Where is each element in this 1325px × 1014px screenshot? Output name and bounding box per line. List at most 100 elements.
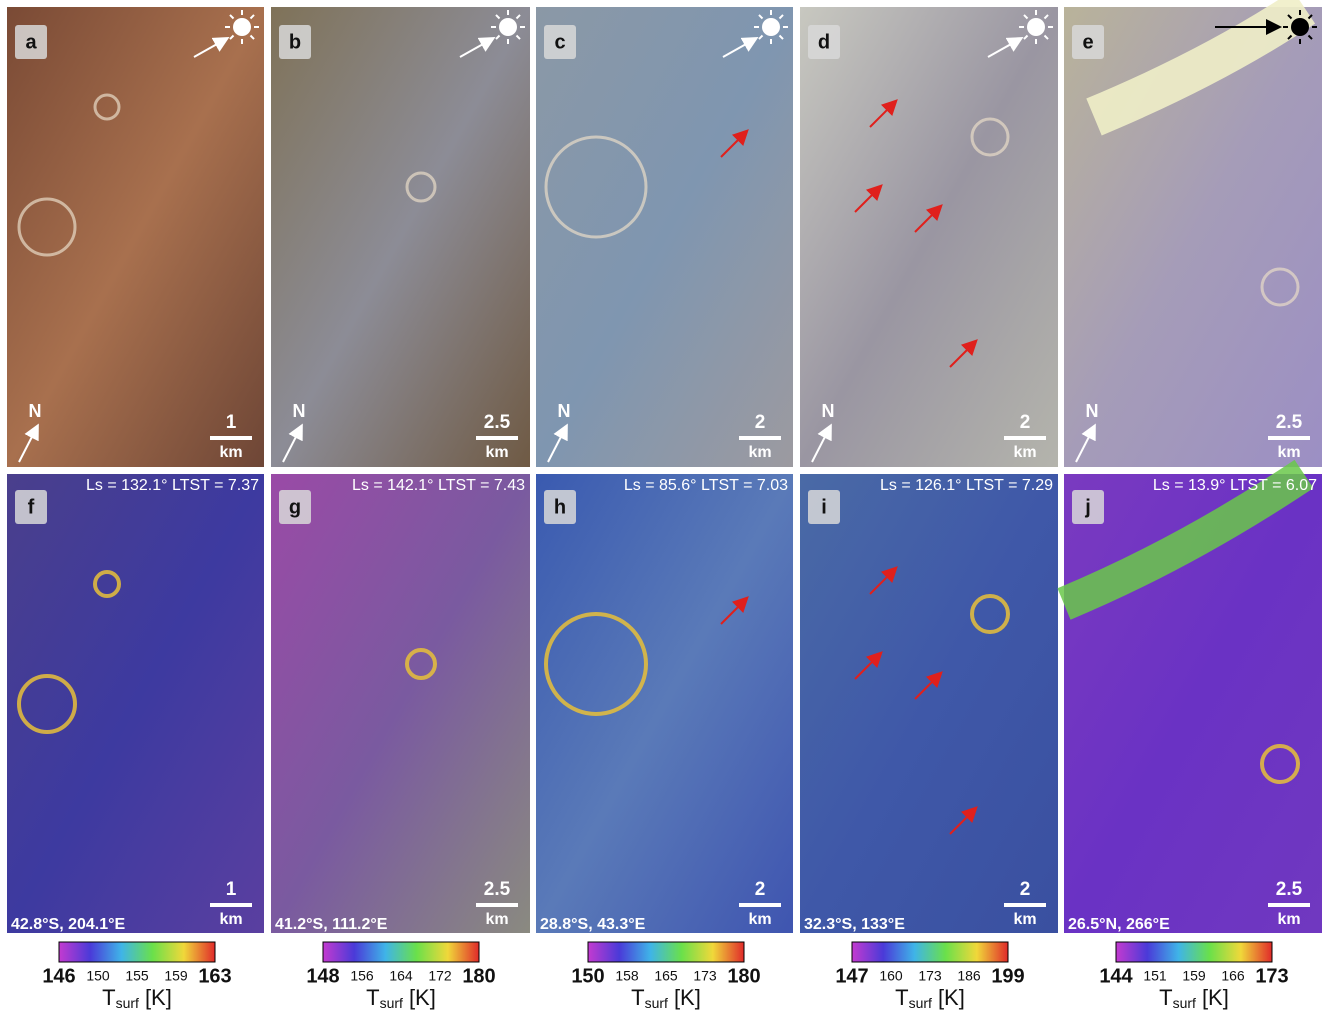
sun-ray: [515, 34, 521, 40]
panel-label-box: [808, 490, 840, 524]
colorbar: [587, 941, 745, 963]
colorbar-tick-label: 151: [1143, 968, 1167, 984]
panel-label: j: [1084, 496, 1091, 518]
conditions: Ls = 85.6° LTST = 7.03: [624, 477, 788, 494]
label-subscript: surf: [380, 995, 403, 1011]
sun-ray: [1043, 14, 1049, 20]
colorbar-tick-label: 165: [654, 968, 678, 984]
colorbar-tick-label: 144: [1099, 965, 1133, 987]
sun-ray: [778, 34, 784, 40]
red-arrow: [914, 671, 943, 700]
location: 32.3°S, 133°E: [804, 916, 905, 933]
panel-label-box: [808, 25, 840, 59]
red-arrow: [720, 129, 749, 158]
scale-value: 2: [1020, 879, 1031, 900]
colorbar-tick-label: 180: [727, 965, 760, 987]
panel-label: h: [554, 496, 566, 518]
crater: [17, 197, 77, 257]
scale-unit: km: [485, 911, 508, 928]
sun: [1027, 18, 1045, 36]
panel-label: f: [28, 496, 35, 518]
sun-ray: [1043, 34, 1049, 40]
scale-unit: km: [1277, 911, 1300, 928]
sun-arrow: [722, 37, 759, 58]
crater: [17, 674, 77, 734]
scale-unit: km: [219, 444, 242, 461]
conditions: Ls = 132.1° LTST = 7.37: [86, 477, 259, 494]
panel-label-box: [279, 25, 311, 59]
label-unit: [K]: [1202, 985, 1229, 1010]
panel-label: i: [821, 496, 827, 518]
colorbar-label: Tsurf [K]: [366, 985, 436, 1011]
sun-ray: [515, 14, 521, 20]
crater: [970, 594, 1010, 634]
colorbar-tick-label: 150: [571, 965, 604, 987]
panel-label: c: [554, 31, 565, 53]
red-arrow: [949, 806, 978, 835]
panel-image: [536, 474, 793, 933]
colorbar-tick-label: 173: [918, 968, 942, 984]
crater: [1260, 267, 1300, 307]
sun-ray: [495, 14, 501, 20]
panel-label: d: [818, 31, 830, 53]
conditions: Ls = 126.1° LTST = 7.29: [880, 477, 1053, 494]
sun: [499, 18, 517, 36]
north-label: N: [29, 401, 42, 421]
panel-label-box: [544, 490, 576, 524]
sun: [1291, 18, 1309, 36]
crater: [93, 570, 121, 598]
colorbar-tick-label: 159: [1182, 968, 1206, 984]
colorbar-tick-label: 199: [991, 965, 1024, 987]
label-subscript: surf: [1173, 995, 1196, 1011]
crater: [405, 648, 437, 680]
colorbar-tick-label: 150: [86, 968, 110, 984]
colorbar-tick-label: 160: [879, 968, 903, 984]
sun-arrow: [459, 37, 496, 58]
label-unit: [K]: [145, 985, 172, 1010]
sun-ray: [229, 14, 235, 20]
panel-label-box: [1072, 490, 1104, 524]
colorbar-tick-label: 147: [835, 965, 868, 987]
red-arrow: [914, 204, 943, 233]
north-label: N: [293, 401, 306, 421]
panel-label-box: [1072, 25, 1104, 59]
north-arrow: [811, 423, 832, 463]
panel-image: [536, 7, 793, 467]
sun-ray: [229, 34, 235, 40]
panel-image: [271, 7, 530, 467]
scale-unit: km: [1013, 911, 1036, 928]
sun: [762, 18, 780, 36]
panel-image: [271, 474, 530, 933]
colorbar-tick-label: 148: [306, 965, 339, 987]
sun-ray: [1287, 34, 1293, 40]
location: 42.8°S, 204.1°E: [11, 916, 126, 933]
colorbar-tick-label: 146: [42, 965, 75, 987]
colorbar-tick-label: 180: [462, 965, 495, 987]
label-subscript: surf: [909, 995, 932, 1011]
scale-value: 2.5: [1276, 412, 1303, 433]
conditions: Ls = 142.1° LTST = 7.43: [352, 477, 525, 494]
colorbar-tick-label: 163: [198, 965, 231, 987]
colorbar-label: Tsurf [K]: [1159, 985, 1229, 1011]
colorbar-tick-label: 155: [125, 968, 149, 984]
panel-label-box: [15, 25, 47, 59]
panel-label: a: [25, 31, 37, 53]
colorbar-tick-label: 166: [1221, 968, 1245, 984]
label-subscript: surf: [645, 995, 668, 1011]
location: 41.2°S, 111.2°E: [275, 916, 388, 933]
colorbar: [322, 941, 480, 963]
conditions: Ls = 13.9° LTST = 6.07: [1153, 477, 1317, 494]
panel-label-box: [279, 490, 311, 524]
sun-ray: [1307, 14, 1313, 20]
scale-value: 2: [755, 879, 766, 900]
label-symbol: T: [631, 985, 644, 1010]
colorbar-label: Tsurf [K]: [631, 985, 701, 1011]
sun-ray: [758, 14, 764, 20]
crater: [405, 171, 437, 203]
sun-ray: [1287, 14, 1293, 20]
sun-ray: [249, 14, 255, 20]
scale-value: 2: [755, 412, 766, 433]
red-arrow: [854, 184, 883, 213]
north-arrow: [547, 423, 568, 463]
